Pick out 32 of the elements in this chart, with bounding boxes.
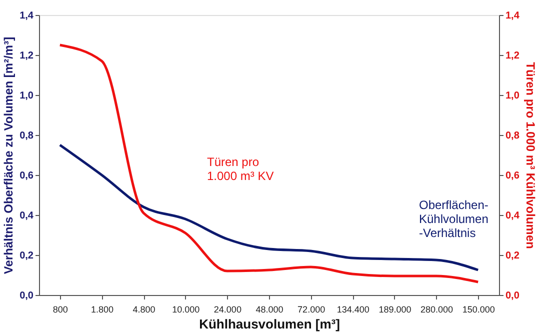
y-tick-label: 1,4 (20, 10, 34, 22)
y-tick-label: 0,8 (20, 130, 34, 142)
x-tick-label: 150.000 (462, 304, 495, 314)
y2-tick-label: 1,4 (506, 10, 520, 22)
x-tick-label: 24.000 (214, 304, 242, 314)
x-tick-label: 48.000 (256, 304, 284, 314)
y-axis-title: Verhältnis Oberfläche zu Volumen [m²/m³] (2, 36, 16, 274)
x-tick-label: 4.800 (132, 304, 156, 314)
y2-axis-title: Türen pro 1.000 m³ Kühlvolumen (523, 62, 538, 249)
x-axis-title: Kühlhausvolumen [m³] (199, 316, 340, 332)
y-tick-label: 0,6 (20, 170, 34, 182)
y-tick-label: 0,0 (20, 290, 34, 302)
y2-tick-label: 0,4 (506, 210, 520, 222)
y-tick-label: 0,4 (20, 210, 34, 222)
x-tick-label: 280.000 (420, 304, 454, 314)
x-tick-label: 10.000 (172, 304, 200, 314)
y2-tick-label: 1,0 (506, 90, 520, 102)
series-label: Oberflächen- Kühlvolumen -Verhältnis (419, 198, 488, 240)
y2-tick-label: 0,2 (506, 250, 520, 262)
y2-tick-label: 1,2 (506, 50, 520, 62)
y-tick-label: 0,2 (20, 250, 34, 262)
y-tick-label: 1,2 (20, 50, 34, 62)
x-tick-label: 189.000 (378, 304, 412, 314)
y2-tick-label: 0,8 (506, 130, 520, 142)
y2-tick-label: 0,6 (506, 170, 520, 182)
x-tick-label: 800 (52, 304, 68, 314)
x-tick-label: 72.000 (298, 304, 326, 314)
y-tick-label: 1,0 (20, 90, 34, 102)
x-tick-label: 1.800 (90, 304, 114, 314)
text: Türen pro 1.000 m³ KV (207, 155, 274, 183)
x-tick-label: 134.400 (336, 304, 370, 314)
y2-tick-label: 0,0 (506, 290, 520, 302)
